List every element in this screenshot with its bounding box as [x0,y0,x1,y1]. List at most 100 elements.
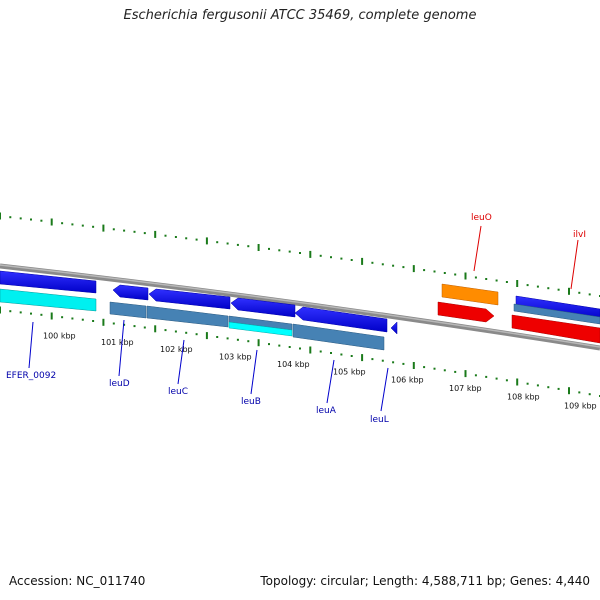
gene-label-leud[interactable]: leuD [109,379,130,389]
minor-tick [433,270,436,273]
cds-leud[interactable] [109,301,147,319]
genome-backbone-highlight [0,264,600,348]
gene-efer-0092-forward[interactable] [0,270,97,294]
minor-tick [278,344,281,347]
major-tick [412,265,415,273]
major-tick [361,354,364,362]
genome-backbone [0,263,600,351]
minor-tick [526,284,529,287]
minor-tick [185,237,188,240]
gene-leuo-arrow[interactable] [437,301,495,323]
minor-tick [495,279,498,282]
gene-label-leua[interactable]: leuA [316,406,337,416]
minor-tick [226,242,229,245]
minor-tick [392,361,395,364]
tick-label: 107 kbp [449,384,482,393]
tick-label: 104 kbp [277,360,310,369]
minor-tick [423,366,426,369]
gene-label-leuo[interactable]: leuO [471,213,492,223]
major-tick [568,387,570,395]
cds-leua[interactable] [292,323,385,351]
minor-tick [174,236,177,238]
major-tick [464,370,467,378]
major-tick [102,318,105,326]
minor-tick [123,323,126,326]
minor-tick [557,288,560,291]
rna-leuo[interactable] [441,283,499,306]
minor-tick [143,326,146,329]
minor-tick [474,276,477,279]
minor-tick [392,264,395,267]
gene-leud-arrow[interactable] [112,284,149,301]
gene-leub-arrow[interactable] [230,297,296,318]
minor-tick [112,228,115,231]
minor-tick [92,320,95,322]
tick-label: 106 kbp [391,376,424,385]
cds-leub-cyan[interactable] [228,321,293,337]
minor-tick [268,247,270,250]
gene-label-efer-0092[interactable]: EFER_0092 [6,371,56,381]
major-tick [0,212,1,220]
minor-tick [505,379,508,382]
minor-tick [350,259,353,261]
gene-leul-arrow[interactable] [390,321,398,335]
major-tick [50,218,53,226]
minor-tick [81,318,84,321]
minor-tick [402,266,405,269]
minor-tick [9,310,12,313]
major-tick [102,224,105,232]
cds-leuc[interactable] [146,305,229,328]
gene-label-leuc[interactable]: leuC [168,387,188,397]
leader-ilvi [570,239,579,290]
leader-leua [326,359,335,404]
minor-tick [340,353,343,356]
leader-leud [118,319,125,377]
minor-tick [123,229,126,232]
minor-tick [247,340,250,343]
minor-tick [40,219,43,222]
leader-leuo [473,225,482,272]
minor-tick [112,322,115,325]
minor-tick [247,245,250,248]
major-tick [309,250,312,258]
minor-tick [236,338,239,341]
major-tick [464,272,467,280]
minor-tick [288,346,291,348]
minor-tick [526,382,529,385]
minor-tick [381,359,384,362]
minor-tick [547,386,550,389]
minor-tick [195,238,198,241]
gene-label-leul[interactable]: leuL [370,415,389,425]
cds-ilvi[interactable] [513,303,600,325]
gene-ilvi-reverse[interactable] [511,314,600,344]
major-tick [205,237,208,245]
gene-label-leub[interactable]: leuB [241,397,261,407]
minor-tick [30,218,32,221]
tick-label: 109 kbp [564,401,597,410]
minor-tick [288,250,291,253]
gene-leuc-arrow[interactable] [148,288,231,310]
minor-tick [547,287,550,290]
tick-label: 108 kbp [507,393,540,402]
gene-leua-arrow[interactable] [294,306,388,333]
minor-tick [299,347,301,350]
minor-tick [557,387,560,390]
minor-tick [164,234,167,237]
gene-label-ilvi[interactable]: ilvI [573,230,586,240]
minor-tick [236,243,239,246]
minor-tick [216,336,219,338]
major-tick [516,280,519,287]
major-tick [154,230,157,238]
leader-efer-0092 [28,321,34,369]
minor-tick [278,249,281,252]
major-tick [154,325,157,333]
gene-efer-0092-cds[interactable] [0,288,97,312]
minor-tick [319,350,322,353]
leader-leub [250,349,258,395]
major-tick [257,244,260,251]
minor-tick [226,337,229,340]
minor-tick [330,352,332,354]
minor-tick [495,377,498,380]
minor-tick [381,263,384,266]
